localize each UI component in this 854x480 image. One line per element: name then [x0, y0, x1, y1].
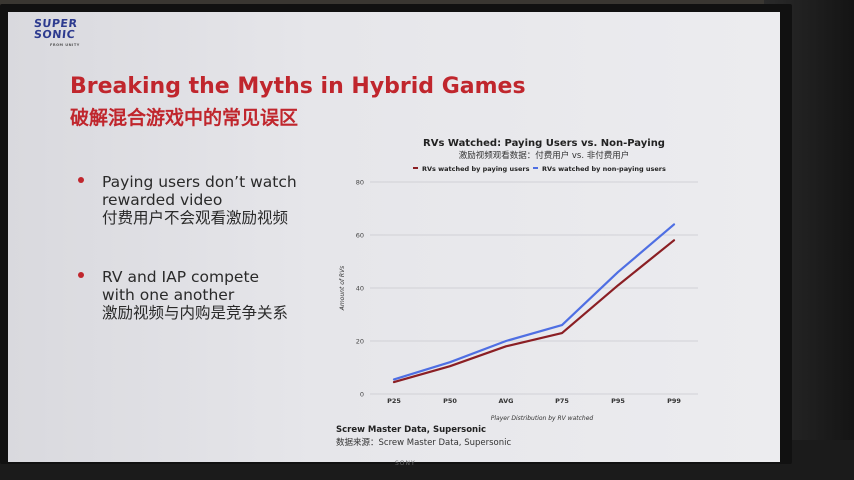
x-tick-label: P50 — [443, 397, 457, 405]
supersonic-logo: SUPER SONIC FROM UNITY — [33, 17, 80, 47]
slide: SUPER SONIC FROM UNITY Breaking the Myth… — [8, 12, 780, 462]
legend-label: RVs watched by non-paying users — [542, 165, 666, 173]
data-point — [617, 284, 619, 286]
chart-svg: RVs Watched: Paying Users vs. Non-Paying… — [339, 138, 698, 422]
series-line-paying — [392, 239, 676, 384]
x-tick-label: P25 — [387, 397, 401, 405]
series-line-non-paying — [392, 223, 676, 381]
data-point — [393, 381, 395, 383]
y-tick-label: 0 — [360, 391, 364, 399]
bullet-text-en-2: rewarded video — [102, 191, 223, 209]
logo-sub: FROM UNITY — [50, 43, 80, 47]
y-tick-label: 20 — [356, 338, 364, 346]
data-point — [449, 361, 451, 363]
slide-title-zh: 破解混合游戏中的常见误区 — [70, 107, 299, 129]
bullet-text-en-1: RV and IAP compete — [102, 268, 260, 286]
monitor-bezel: SUPER SONIC FROM UNITY Breaking the Myth… — [0, 4, 792, 467]
chart-title: RVs Watched: Paying Users vs. Non-Paying — [423, 138, 665, 149]
bullet-dot-icon — [78, 272, 84, 278]
data-point — [673, 223, 675, 225]
logo-line2: SONIC — [33, 28, 76, 41]
x-tick-label: P95 — [611, 397, 625, 405]
data-point — [617, 271, 619, 273]
bullet-text-zh: 付费用户不会观看激励视频 — [102, 209, 289, 227]
data-point — [393, 378, 395, 381]
y-tick-label: 60 — [356, 232, 364, 240]
legend-label: RVs watched by paying users — [422, 165, 530, 173]
monitor-brand: SONY — [395, 460, 416, 467]
x-tick-label: AVG — [499, 397, 514, 405]
x-axis-label: Player Distribution by RV watched — [491, 415, 594, 422]
x-tick-label: P75 — [555, 397, 569, 405]
data-point — [561, 332, 563, 334]
y-tick-label: 40 — [356, 285, 364, 293]
y-axis-label: Amount of RVs — [339, 266, 346, 312]
bullet-text-en-1: Paying users don’t watch — [102, 173, 297, 191]
data-point — [561, 324, 563, 326]
data-point — [449, 365, 451, 367]
bullet-text-en-2: with one another — [102, 286, 235, 304]
bullet-text-zh: 激励视频与内购是竞争关系 — [102, 304, 289, 322]
line-chart: RVs Watched: Paying Users vs. Non-Paying… — [318, 124, 718, 424]
source-text-zh: 数据来源：Screw Master Data, Supersonic — [336, 438, 512, 448]
chart-subtitle: 激励视频观看数据：付费用户 vs. 非付费用户 — [459, 150, 630, 161]
source-text: Screw Master Data, Supersonic — [336, 425, 487, 435]
x-tick-label: P99 — [667, 397, 681, 405]
data-point — [505, 340, 507, 342]
bullet-dot-icon — [78, 177, 84, 183]
data-point — [673, 239, 675, 241]
y-tick-label: 80 — [356, 179, 364, 187]
slide-title: Breaking the Myths in Hybrid Games — [70, 74, 526, 99]
data-point — [505, 345, 507, 347]
